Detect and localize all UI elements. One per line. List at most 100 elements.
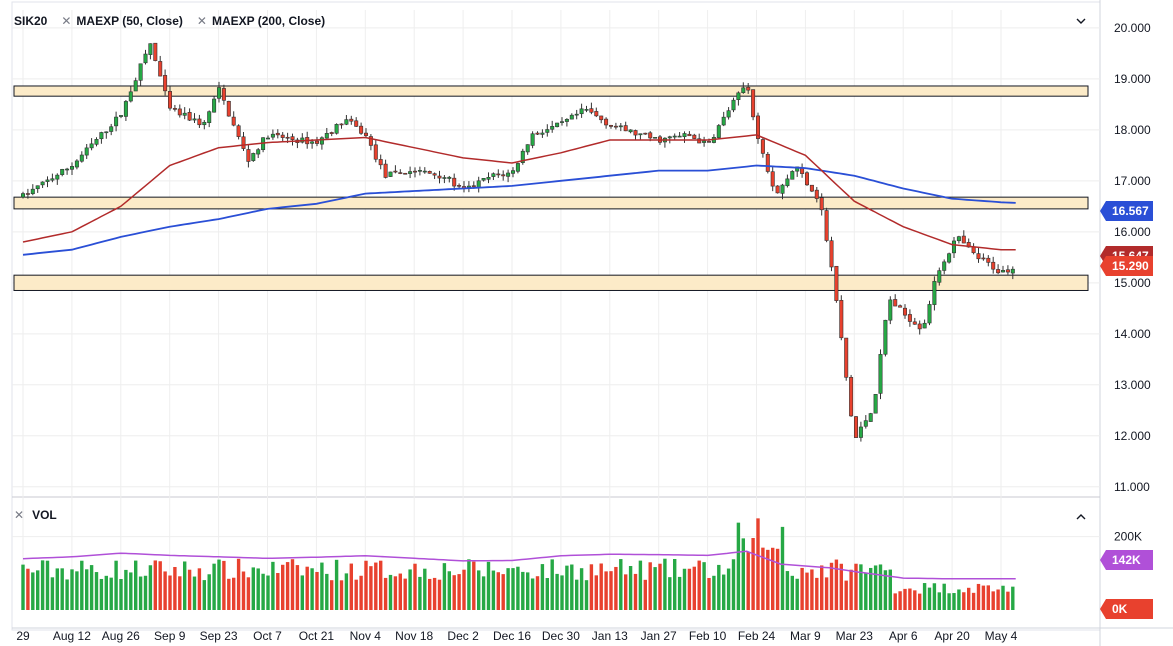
volume-bar xyxy=(1006,591,1010,610)
candle-body xyxy=(584,109,589,111)
candle-body xyxy=(1005,269,1010,273)
price-tick-label: 15.000 xyxy=(1114,276,1151,290)
volume-bar xyxy=(908,588,912,610)
candle-body xyxy=(212,98,217,113)
volume-bar xyxy=(643,579,647,610)
volume-bar xyxy=(330,580,334,610)
volume-bar xyxy=(516,566,520,610)
candle-body xyxy=(1010,268,1015,274)
candle-body xyxy=(437,175,442,179)
ma50-line xyxy=(22,134,1016,251)
candle-body xyxy=(182,112,187,116)
candle-body xyxy=(148,43,153,55)
volume-bar xyxy=(624,574,628,610)
volume-bar xyxy=(241,571,246,610)
volume-bar xyxy=(153,560,157,610)
candle-body xyxy=(158,61,163,77)
volume-bar xyxy=(511,568,515,610)
volume-bar xyxy=(824,577,829,610)
volume-bar xyxy=(722,574,726,610)
volume-bar xyxy=(310,568,314,610)
volume-bar xyxy=(452,575,456,610)
candle-body xyxy=(765,153,770,172)
volume-bar xyxy=(251,567,255,610)
candle-body xyxy=(555,122,560,128)
candle-body xyxy=(608,125,613,127)
volume-bar xyxy=(138,576,143,610)
candle-body xyxy=(618,125,623,128)
candle-body xyxy=(236,125,241,137)
support-resistance-zones xyxy=(13,85,1089,291)
candle-body xyxy=(383,163,388,178)
volume-bar xyxy=(408,569,412,610)
candle-body xyxy=(207,111,212,123)
close-icon[interactable]: ✕ xyxy=(14,508,25,522)
close-icon[interactable]: ✕ xyxy=(196,14,207,28)
candle-body xyxy=(447,176,452,179)
volume-bar xyxy=(756,518,760,610)
volume-bar xyxy=(913,590,917,610)
volume-bar xyxy=(114,560,118,610)
volume-bar xyxy=(40,560,45,610)
volume-bar xyxy=(834,559,839,610)
volume-bar xyxy=(996,589,1000,610)
candle-body xyxy=(991,261,996,270)
time-tick-label: Sep 9 xyxy=(154,629,186,643)
candle-body xyxy=(99,132,104,140)
chevron-down-icon[interactable] xyxy=(1073,12,1089,28)
candle-body xyxy=(70,166,75,170)
volume-bar xyxy=(134,560,138,610)
volume-bar xyxy=(334,559,339,610)
candle-body xyxy=(873,394,878,414)
volume-bar xyxy=(447,571,451,610)
candle-body xyxy=(373,144,378,160)
candle-body xyxy=(515,163,520,172)
ma200-badge-text: 16.567 xyxy=(1112,204,1149,218)
volume-bar xyxy=(663,558,667,610)
candle-body xyxy=(947,253,952,263)
chevron-up-icon[interactable] xyxy=(1073,508,1089,524)
time-tick-label: Sep 23 xyxy=(200,629,238,643)
candle-body xyxy=(530,133,535,146)
volume-bar xyxy=(638,560,643,610)
candle-body xyxy=(535,132,540,135)
volume-zero-badge-text: 0K xyxy=(1112,602,1128,616)
volume-bar xyxy=(550,559,554,610)
volume-bar xyxy=(677,576,682,610)
candle-body xyxy=(937,270,942,283)
candle-body xyxy=(804,172,809,186)
volume-bar xyxy=(129,572,133,610)
close-icon[interactable]: ✕ xyxy=(61,14,72,28)
volume-bar xyxy=(981,585,986,610)
time-tick-label: Apr 20 xyxy=(934,629,970,643)
price-tick-label: 17.000 xyxy=(1114,174,1151,188)
candle-body xyxy=(202,121,207,126)
volume-bar xyxy=(927,587,932,610)
volume-bar xyxy=(609,571,613,610)
candle-body xyxy=(128,91,133,102)
time-tick-label: 29 xyxy=(16,629,30,643)
candle-body xyxy=(496,173,501,176)
candle-body xyxy=(324,133,329,139)
candle-body xyxy=(246,149,251,162)
volume-bar xyxy=(775,548,780,610)
candle-body xyxy=(35,185,40,190)
candle-body xyxy=(359,125,364,134)
candle-body xyxy=(785,178,790,187)
volume-bar xyxy=(374,562,378,610)
candle-body xyxy=(471,185,476,188)
candle-body xyxy=(133,80,138,92)
time-tick-label: Nov 4 xyxy=(350,629,382,643)
last-price-badge: 15.290 xyxy=(1100,256,1153,277)
price-tick-label: 11.000 xyxy=(1114,480,1150,494)
candle-body xyxy=(594,111,599,117)
volume-bar xyxy=(761,547,765,610)
volume-bar xyxy=(893,593,897,610)
candle-body xyxy=(40,181,45,186)
volume-bar xyxy=(124,569,128,610)
volume-bar xyxy=(614,566,618,610)
candle-body xyxy=(760,139,765,154)
candle-body xyxy=(623,125,628,132)
